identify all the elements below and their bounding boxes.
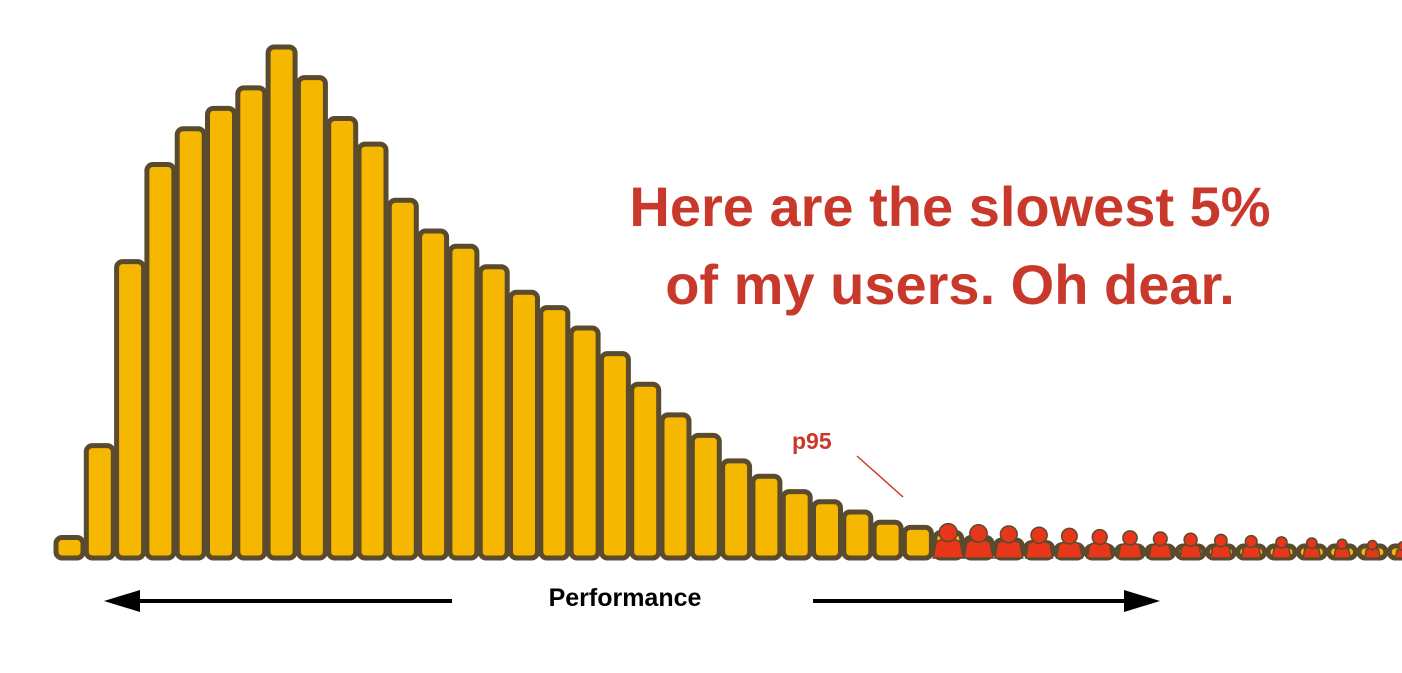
histogram-bar: [508, 289, 540, 561]
slow-user-icon: [1178, 532, 1203, 559]
histogram-bar: [235, 85, 268, 561]
histogram-bar: [659, 412, 692, 561]
axis-arrow-right: [813, 590, 1160, 612]
histogram-bar: [811, 499, 843, 561]
histogram-bar: [689, 432, 722, 561]
histogram-bar: [265, 44, 298, 561]
headline-annotation: Here are the slowest 5% of my users. Oh …: [560, 168, 1340, 324]
histogram-bar: [568, 325, 601, 561]
p95-label: p95: [792, 428, 832, 454]
bars-group: [53, 44, 1402, 561]
histogram-bar: [386, 197, 419, 561]
histogram-bar: [720, 458, 753, 561]
slow-user-icon: [1302, 537, 1322, 559]
histogram-bar: [598, 351, 631, 561]
histogram-bar: [538, 305, 571, 561]
histogram-bar: [53, 535, 86, 561]
slow-user-icon: [1117, 530, 1143, 559]
histogram-bar: [326, 116, 359, 561]
slow-user-icon: [1394, 540, 1402, 559]
slow-user-icon: [1333, 538, 1352, 559]
slow-user-icon: [963, 524, 994, 559]
headline-line-2: of my users. Oh dear.: [665, 253, 1235, 316]
histogram-bar: [83, 443, 116, 561]
x-axis-label: Performance: [548, 584, 702, 612]
histogram-bar: [750, 473, 783, 561]
slow-user-icon: [1209, 533, 1233, 559]
histogram-bar: [356, 141, 389, 561]
slow-user-icon: [1363, 539, 1381, 559]
slow-user-icon: [1240, 534, 1262, 559]
histogram-bar: [417, 228, 450, 561]
slow-user-icon: [1271, 536, 1292, 559]
histogram-bar: [295, 75, 328, 561]
histogram-bar: [477, 264, 510, 561]
histogram-bar: [629, 381, 662, 561]
histogram-bar: [205, 105, 237, 561]
slow-user-icon: [1024, 526, 1054, 559]
slow-user-icon: [993, 525, 1024, 559]
slow-user-icon: [1055, 527, 1084, 559]
histogram-bar: [114, 259, 147, 561]
headline-line-1: Here are the slowest 5%: [629, 175, 1271, 238]
histogram-bar: [901, 524, 934, 561]
slow-users-group: [932, 522, 1402, 559]
histogram-bar: [447, 243, 480, 561]
slow-user-icon: [932, 522, 965, 559]
axis-arrow-left: [104, 590, 452, 612]
histogram-bar: [144, 162, 177, 561]
histogram-bar: [871, 519, 904, 561]
histogram-bar: [174, 126, 207, 561]
histogram-bar: [841, 509, 874, 561]
slow-user-icon: [1148, 531, 1173, 559]
histogram-bar: [780, 489, 813, 561]
slow-user-icon: [1086, 528, 1113, 559]
p95-pointer-line: [856, 455, 904, 498]
